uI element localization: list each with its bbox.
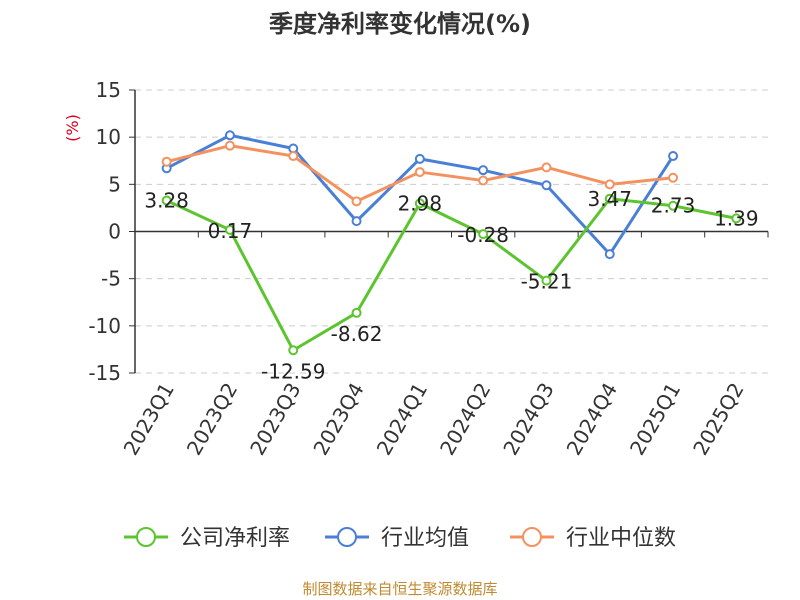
y-tick-label: -5	[101, 267, 121, 291]
y-tick-label: 15	[96, 78, 121, 102]
data-label: 3.47	[587, 187, 632, 211]
data-point	[668, 151, 679, 162]
x-tick-label: 2025Q2	[688, 379, 748, 460]
y-tick-label: -15	[88, 361, 121, 385]
data-label: 2.73	[651, 194, 696, 218]
x-tick-label: 2023Q1	[119, 379, 179, 460]
data-label: -0.28	[457, 223, 509, 247]
legend-marker-icon	[337, 527, 357, 547]
data-point	[478, 229, 489, 240]
data-point	[604, 249, 615, 260]
data-point	[668, 172, 679, 183]
legend-label: 行业均值	[381, 526, 469, 551]
data-label: 2.98	[398, 191, 443, 215]
data-point	[224, 224, 235, 235]
legend-marker-icon	[522, 527, 542, 547]
data-point	[288, 151, 299, 162]
x-tick-label: 2024Q2	[435, 379, 495, 460]
y-tick-label: 0	[108, 220, 121, 244]
y-axis-unit: (%)	[63, 114, 82, 142]
data-point	[478, 165, 489, 176]
y-tick-label: -10	[88, 314, 121, 338]
data-point	[668, 200, 679, 211]
data-point	[541, 275, 552, 286]
data-point	[288, 345, 299, 356]
data-point	[478, 175, 489, 186]
x-tick-label: 2024Q1	[372, 379, 432, 460]
source-note: 制图数据来自恒生聚源数据库	[302, 580, 497, 598]
x-tick-label: 2024Q3	[498, 379, 558, 460]
data-point	[161, 156, 172, 167]
data-point	[351, 196, 362, 207]
data-label: 3.28	[144, 189, 189, 213]
data-label: 1.39	[714, 206, 759, 230]
data-point	[604, 179, 615, 190]
y-tick-label: 5	[108, 172, 121, 196]
legend-label: 行业中位数	[566, 526, 676, 551]
data-label: 0.17	[208, 219, 253, 243]
data-label: -8.62	[331, 322, 383, 346]
x-tick-label: 2023Q2	[182, 379, 242, 460]
data-point	[604, 193, 615, 204]
legend-marker-icon	[136, 527, 156, 547]
y-tick-label: 10	[96, 125, 121, 149]
series-layer	[161, 130, 742, 356]
data-point	[541, 162, 552, 173]
data-point	[161, 195, 172, 206]
data-point	[351, 307, 362, 318]
x-tick-label: 2023Q4	[308, 379, 368, 460]
data-label: -5.21	[521, 270, 573, 294]
data-point	[224, 140, 235, 151]
series-line-0	[166, 197, 737, 352]
data-label-layer: 3.28 0.17 -12.59-8.62 2.98 -0.28 -5.21 3.47 2.7…	[144, 187, 758, 383]
chart-title: 季度净利率变化情况(%)	[269, 10, 531, 38]
x-tick-label: 2023Q3	[245, 379, 305, 460]
data-point	[414, 153, 425, 164]
x-tick-label: 2025Q1	[625, 379, 685, 460]
data-point	[224, 130, 235, 141]
data-point	[541, 180, 552, 191]
data-point	[414, 198, 425, 209]
legend-label: 公司净利率	[180, 526, 290, 551]
legend: 公司净利率 行业均值 行业中位数	[124, 526, 676, 551]
x-tick-label: 2024Q4	[562, 379, 622, 460]
data-label: -12.59	[261, 359, 325, 383]
data-point	[414, 167, 425, 178]
data-point	[731, 213, 742, 224]
data-point	[351, 216, 362, 227]
